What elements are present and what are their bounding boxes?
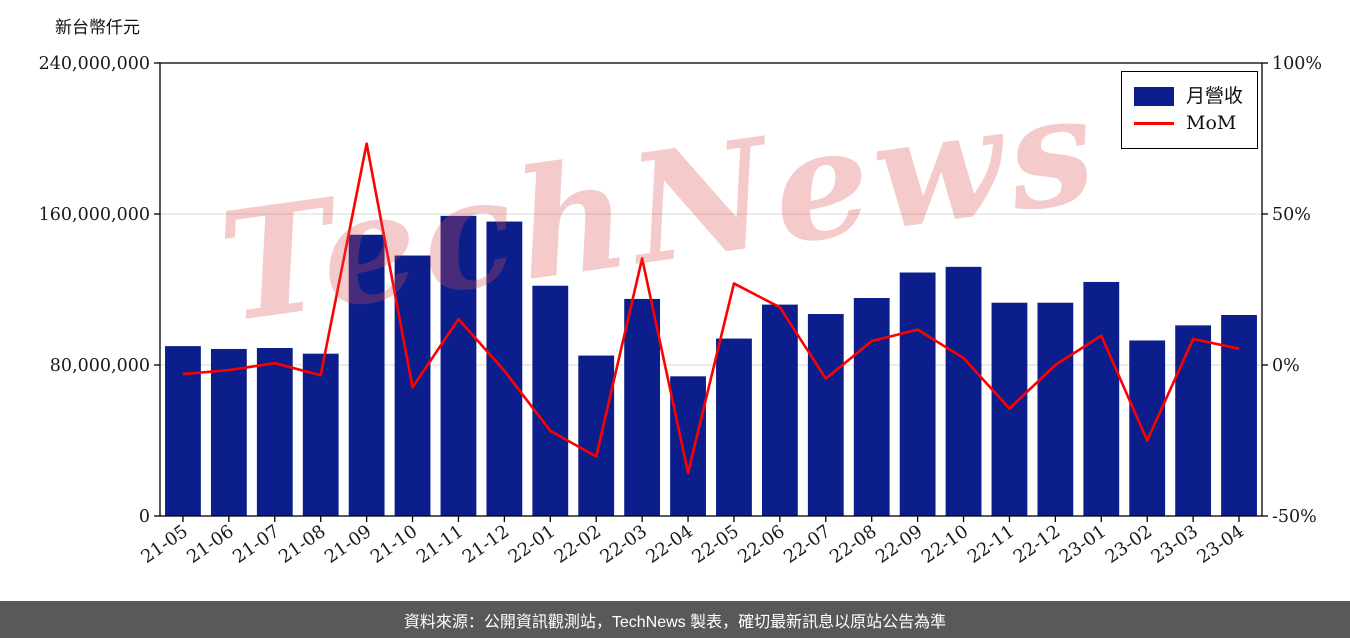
- revenue-bar: [899, 272, 936, 516]
- revenue-bar: [486, 221, 523, 517]
- x-tick-label: 22-01: [505, 521, 560, 568]
- right-tick-label: -50%: [1272, 507, 1317, 527]
- x-tick-label: 22-10: [918, 521, 973, 568]
- x-tick-label: 22-03: [596, 521, 651, 568]
- revenue-bar: [624, 298, 661, 516]
- revenue-bar: [348, 234, 385, 516]
- revenue-bar: [1129, 340, 1166, 516]
- x-tick-label: 21-06: [183, 521, 238, 568]
- mom-line: [182, 142, 1240, 475]
- x-tick-label: 23-02: [1102, 521, 1157, 568]
- revenue-bar: [945, 266, 982, 516]
- legend-label-mom: MoM: [1185, 111, 1237, 134]
- revenue-bar: [853, 297, 890, 516]
- right-tick-label: 50%: [1272, 205, 1311, 225]
- revenue-bar: [1037, 302, 1074, 516]
- revenue-bar: [440, 215, 477, 516]
- line-swatch-icon: [1133, 121, 1174, 125]
- x-tick-label: 22-07: [780, 521, 835, 568]
- x-tick-label: 23-01: [1056, 521, 1111, 568]
- revenue-bar: [1083, 281, 1120, 516]
- revenue-bar: [532, 285, 569, 516]
- legend-item-mom: MoM: [1133, 111, 1243, 135]
- revenue-bar: [807, 314, 844, 516]
- x-tick-label: 22-08: [826, 521, 881, 568]
- left-tick-label: 80,000,000: [50, 356, 150, 376]
- plot-border: [159, 62, 1263, 517]
- left-tick-label: 0: [139, 507, 150, 527]
- x-tick-label: 23-04: [1193, 521, 1248, 568]
- revenue-bar: [165, 346, 201, 516]
- x-tick-label: 22-04: [642, 521, 697, 568]
- chart-legend: 月營收 MoM: [1120, 71, 1258, 149]
- source-footer: 資料來源：公開資訊觀測站，TechNews 製表，確切最新訊息以原站公告為準: [0, 601, 1350, 638]
- left-tick-label: 240,000,000: [39, 54, 150, 74]
- source-footer-text: 資料來源：公開資訊觀測站，TechNews 製表，確切最新訊息以原站公告為準: [403, 613, 947, 631]
- revenue-mom-chart: 0 80,000,000 160,000,000 240,000,000 -50% 0% 5…: [39, 54, 1322, 568]
- revenue-bar: [302, 353, 339, 516]
- x-tick-label: 22-09: [872, 521, 927, 568]
- x-tick-label: 21-07: [229, 521, 284, 568]
- x-tick-label: 22-02: [551, 521, 606, 568]
- x-tick-label: 21-08: [275, 521, 330, 568]
- revenue-bar: [761, 304, 798, 516]
- revenue-bar: [210, 348, 247, 516]
- revenue-bar: [670, 376, 706, 516]
- right-tick-label: 0%: [1272, 356, 1300, 376]
- x-tick-label: 22-06: [734, 521, 789, 568]
- x-tick-label: 21-12: [459, 521, 514, 568]
- legend-item-revenue: 月營收: [1133, 85, 1243, 108]
- x-tick-label: 23-03: [1147, 521, 1202, 568]
- x-tick-label: 21-05: [137, 521, 192, 568]
- x-tick-label: 22-05: [688, 521, 743, 568]
- x-tick-label: 22-12: [1010, 521, 1065, 568]
- left-tick-label: 160,000,000: [39, 205, 150, 225]
- x-tick-label: 21-11: [413, 521, 468, 568]
- revenue-bar: [1175, 325, 1212, 516]
- x-tick-label: 21-10: [367, 521, 422, 568]
- revenue-bar: [578, 355, 615, 516]
- x-tick-label: 22-11: [964, 521, 1019, 568]
- legend-label-revenue: 月營收: [1185, 85, 1243, 107]
- left-axis-title: 新台幣仟元: [55, 18, 140, 38]
- revenue-bar: [716, 338, 752, 516]
- x-tick-label: 21-09: [321, 521, 376, 568]
- right-tick-label: 100%: [1272, 54, 1322, 74]
- bar-swatch-icon: [1133, 86, 1174, 106]
- revenue-bar: [256, 348, 293, 516]
